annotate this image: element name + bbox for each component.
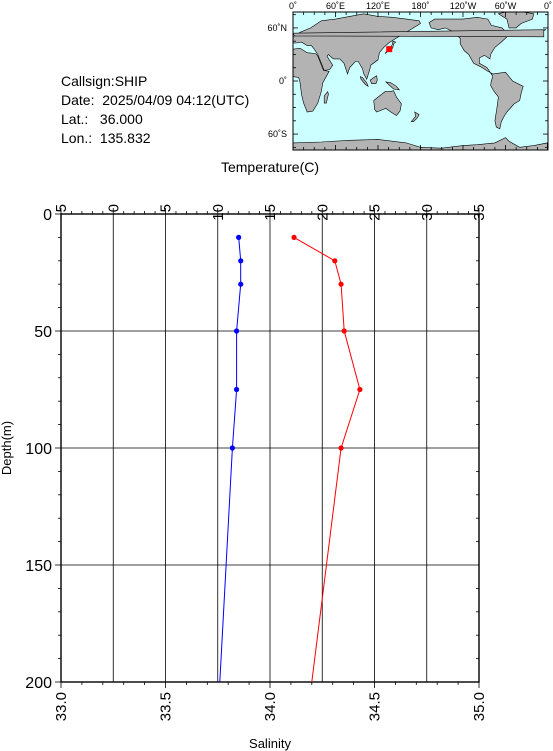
date-text: Date: 2025/04/09 04:12(UTC) [61, 92, 250, 108]
europe-asia-landmass [292, 13, 421, 80]
depth-tick-label: 0 [43, 207, 52, 224]
temperature-tick-label: 25 [367, 204, 384, 221]
world-map: 0˚ 60˚E 120˚E 180˚ 120˚W 60˚W 0˚ 60˚N 0˚ 60˚S [267, 1, 552, 151]
greenland-landmass [497, 11, 535, 29]
map-lon-label: 120˚E [366, 1, 390, 11]
uk-landmass [292, 29, 547, 38]
temperature-profile-line [293, 236, 361, 683]
depth-axis-title: Depth(m) [0, 421, 14, 475]
chart-grid [60, 213, 480, 683]
salinity-tick-label: 33.0 [53, 692, 70, 721]
depth-tick-label: 50 [34, 324, 52, 341]
map-ticks [292, 12, 549, 150]
salinity-tick-label: 34.0 [262, 692, 279, 721]
new-zealand-landmass [410, 111, 420, 122]
temperature-tick-label: 20 [314, 204, 331, 221]
salinity-point [238, 258, 244, 264]
temperature-tick-label: 0 [105, 204, 122, 212]
temperature-point [338, 445, 344, 451]
map-labels: 0˚ 60˚E 120˚E 180˚ 120˚W 60˚W 0˚ 60˚N 0˚ 60˚S [267, 1, 552, 139]
salinity-point [233, 386, 240, 393]
salinity-tick-label: 33.5 [158, 692, 175, 721]
depth-tick-label: 100 [25, 441, 52, 458]
temperature-tick-label: −5 [53, 204, 70, 221]
map-lon-label: 0˚ [289, 1, 297, 11]
map-land [292, 11, 548, 151]
sumatra-landmass [359, 76, 369, 88]
map-lon-label: 60˚W [495, 1, 517, 11]
map-lon-label: 120˚W [450, 1, 477, 11]
temperature-tick-label: 5 [158, 204, 175, 212]
depth-tick-label: 200 [25, 675, 52, 692]
station-marker [386, 46, 393, 53]
salinity-profile-line [219, 237, 242, 683]
temperature-point [338, 281, 344, 287]
callsign-text: Callsign:SHIP [61, 73, 148, 89]
salinity-point [233, 328, 240, 334]
salinity-point [238, 281, 244, 287]
map-lon-label: 0˚ [544, 1, 552, 11]
south-america-landmass [490, 71, 524, 130]
depth-tick-label: 150 [25, 558, 52, 575]
australia-landmass [373, 90, 402, 116]
madagascar-landmass [323, 90, 329, 104]
borneo-landmass [369, 75, 378, 84]
new-guinea-landmass [384, 81, 401, 91]
temperature-point [291, 234, 297, 240]
salinity-point [229, 445, 235, 451]
salinity-tick-label: 35.0 [471, 692, 488, 721]
africa-landmass [292, 47, 330, 113]
map-lat-label: 60˚N [267, 23, 287, 33]
temperature-point [332, 258, 338, 264]
temperature-tick-label: 15 [262, 204, 279, 221]
salinity-tick-label: 34.5 [367, 692, 384, 721]
salinity-axis-title: Salinity [249, 736, 291, 751]
station-info: Callsign:SHIP Date: 2025/04/09 04:12(UTC… [61, 72, 249, 148]
chart-series [219, 234, 363, 683]
temperature-tick-label: 30 [419, 204, 436, 221]
temperature-tick-label: 10 [210, 204, 227, 221]
salinity-point [236, 234, 242, 240]
longitude-text: Lon.: 135.832 [61, 130, 151, 146]
latitude-text: Lat.: 36.000 [61, 111, 143, 127]
temperature-point [341, 328, 347, 334]
temperature-axis-title: Temperature(C) [221, 159, 319, 175]
chart-ticks [55, 208, 480, 688]
temperature-tick-label: 35 [471, 204, 488, 221]
map-lat-label: 60˚S [268, 129, 287, 139]
map-lon-label: 180˚ [411, 1, 429, 11]
temperature-point [357, 386, 363, 393]
map-lon-label: 60˚E [326, 1, 345, 11]
map-lat-label: 0˚ [279, 76, 287, 86]
